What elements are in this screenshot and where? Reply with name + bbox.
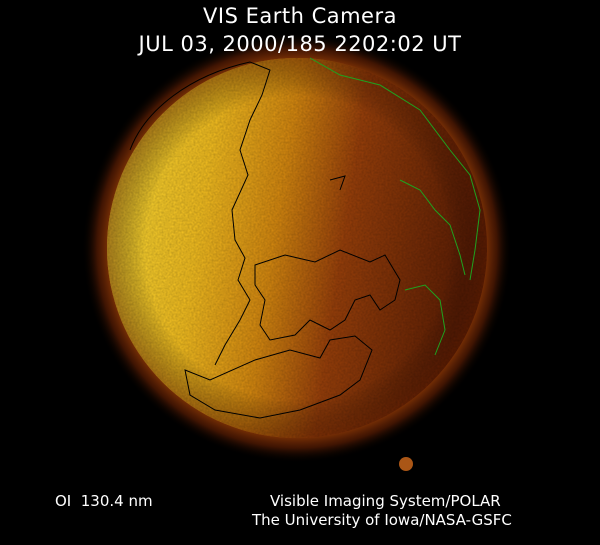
globe-texture	[107, 58, 487, 438]
coastlines-day	[129, 61, 401, 419]
coastlines-night	[309, 57, 481, 356]
bright-spot	[399, 457, 413, 471]
wavelength-label: OI 130.4 nm	[55, 492, 153, 510]
instrument-label: Visible Imaging System/POLAR	[270, 492, 501, 510]
credit-label: The University of Iowa/NASA-GSFC	[252, 511, 512, 529]
image-timestamp: JUL 03, 2000/185 2202:02 UT	[138, 32, 462, 56]
image-title: VIS Earth Camera	[203, 4, 397, 28]
